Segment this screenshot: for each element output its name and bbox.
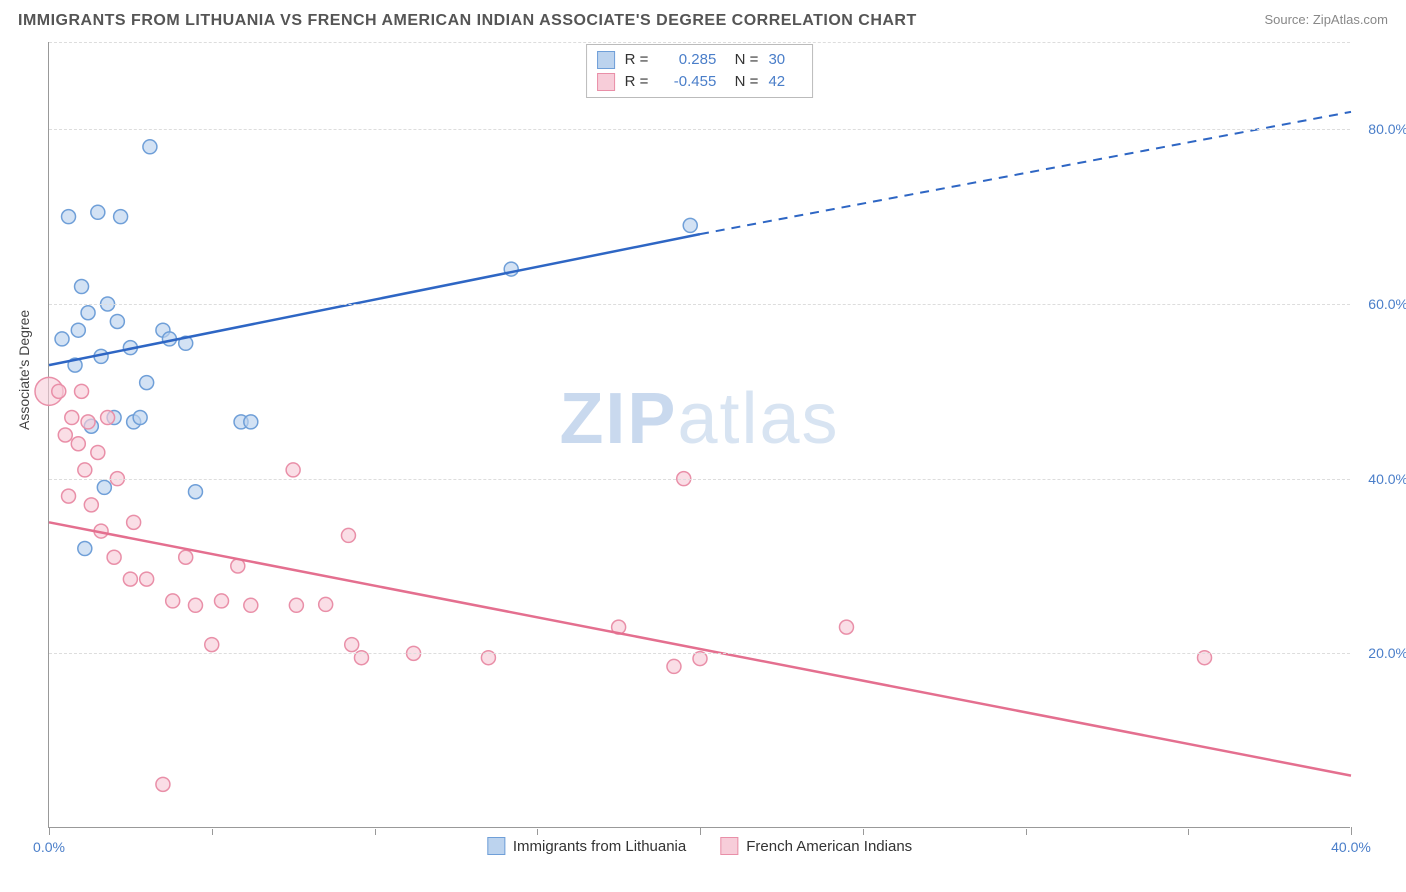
data-point <box>101 411 115 425</box>
data-point <box>62 210 76 224</box>
data-point <box>188 598 202 612</box>
data-point <box>205 638 219 652</box>
data-point <box>52 384 66 398</box>
data-point <box>62 489 76 503</box>
data-point <box>215 594 229 608</box>
legend-label-2: French American Indians <box>746 838 912 855</box>
data-point <box>341 528 355 542</box>
legend-label-1: Immigrants from Lithuania <box>513 838 686 855</box>
x-minor-tick <box>212 829 213 835</box>
data-point <box>114 210 128 224</box>
data-point <box>683 218 697 232</box>
trend-line <box>49 522 1351 775</box>
grid-line <box>49 129 1350 130</box>
data-point <box>667 659 681 673</box>
stats-row-2: R = -0.455 N = 42 <box>597 71 799 93</box>
data-point <box>345 638 359 652</box>
data-point <box>143 140 157 154</box>
stats-row-1: R = 0.285 N = 30 <box>597 49 799 71</box>
x-tick <box>700 827 701 835</box>
data-point <box>319 597 333 611</box>
y-tick-label: 40.0% <box>1368 471 1406 487</box>
data-point <box>244 598 258 612</box>
y-axis-label: Associate's Degree <box>16 310 32 430</box>
data-point <box>97 480 111 494</box>
data-point <box>110 314 124 328</box>
trend-line <box>49 234 700 365</box>
legend-swatch-1 <box>487 837 505 855</box>
data-point <box>156 777 170 791</box>
y-tick-label: 60.0% <box>1368 296 1406 312</box>
data-point <box>179 550 193 564</box>
legend-swatch-2 <box>720 837 738 855</box>
r-label: R = <box>625 49 649 71</box>
x-minor-tick <box>375 829 376 835</box>
data-point <box>81 306 95 320</box>
grid-line <box>49 653 1350 654</box>
data-point <box>140 572 154 586</box>
n-label: N = <box>726 71 758 93</box>
grid-line <box>49 479 1350 480</box>
legend-item-2: French American Indians <box>720 837 912 855</box>
r-label: R = <box>625 71 649 93</box>
n-label: N = <box>726 49 758 71</box>
x-tick <box>49 827 50 835</box>
data-point <box>289 598 303 612</box>
r-value-1: 0.285 <box>658 49 716 71</box>
plot-area: ZIPatlas R = 0.285 N = 30 R = -0.455 N =… <box>48 42 1350 828</box>
data-point <box>91 445 105 459</box>
n-value-2: 42 <box>768 71 798 93</box>
x-tick <box>1351 827 1352 835</box>
data-point <box>244 415 258 429</box>
data-point <box>78 542 92 556</box>
data-point <box>81 415 95 429</box>
data-point <box>133 411 147 425</box>
data-point <box>75 280 89 294</box>
legend-item-1: Immigrants from Lithuania <box>487 837 686 855</box>
stats-legend: R = 0.285 N = 30 R = -0.455 N = 42 <box>586 44 814 98</box>
n-value-1: 30 <box>768 49 798 71</box>
data-point <box>166 594 180 608</box>
data-point <box>127 515 141 529</box>
y-tick-label: 80.0% <box>1368 121 1406 137</box>
data-point <box>75 384 89 398</box>
data-point <box>58 428 72 442</box>
x-minor-tick <box>1188 829 1189 835</box>
x-minor-tick <box>537 829 538 835</box>
source-attribution: Source: ZipAtlas.com <box>1264 12 1388 27</box>
swatch-series-1 <box>597 51 615 69</box>
data-point <box>84 498 98 512</box>
data-point <box>123 572 137 586</box>
data-point <box>91 205 105 219</box>
swatch-series-2 <box>597 73 615 91</box>
r-value-2: -0.455 <box>658 71 716 93</box>
scatter-svg <box>49 42 1351 828</box>
x-minor-tick <box>863 829 864 835</box>
data-point <box>140 376 154 390</box>
x-minor-tick <box>1026 829 1027 835</box>
data-point <box>71 437 85 451</box>
x-tick-label: 40.0% <box>1331 839 1371 855</box>
data-point <box>78 463 92 477</box>
source-label: Source: <box>1264 12 1312 27</box>
data-point <box>188 485 202 499</box>
source-name: ZipAtlas.com <box>1313 12 1388 27</box>
data-point <box>55 332 69 346</box>
grid-line <box>49 42 1350 43</box>
data-point <box>71 323 85 337</box>
grid-line <box>49 304 1350 305</box>
chart-title: IMMIGRANTS FROM LITHUANIA VS FRENCH AMER… <box>18 12 917 30</box>
bottom-legend: Immigrants from Lithuania French America… <box>487 837 912 855</box>
data-point <box>839 620 853 634</box>
y-tick-label: 20.0% <box>1368 645 1406 661</box>
data-point <box>65 411 79 425</box>
data-point <box>286 463 300 477</box>
data-point <box>107 550 121 564</box>
x-tick-label: 0.0% <box>33 839 65 855</box>
